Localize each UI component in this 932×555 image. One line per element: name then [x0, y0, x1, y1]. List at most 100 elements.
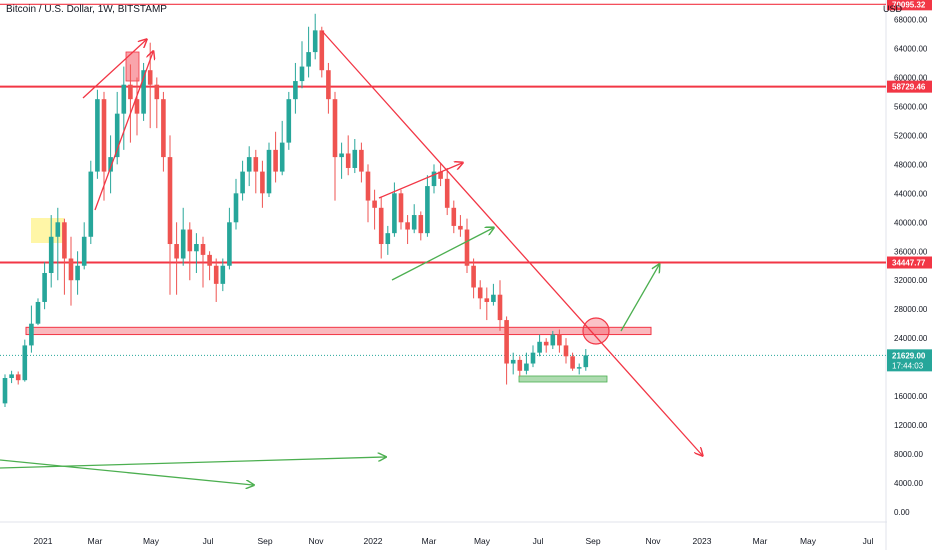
candle-body [484, 298, 490, 302]
price-tag-upper-line: 58729.46 [887, 80, 932, 93]
candle [444, 167, 450, 216]
candle-body [240, 171, 245, 194]
candle [121, 66, 127, 150]
descending-trendline [321, 30, 702, 455]
candle-body [213, 265, 219, 284]
candle [570, 352, 575, 371]
current-price-text: 21629.00 [892, 351, 926, 360]
candle-body [227, 222, 232, 266]
x-tick-label: Mar [753, 536, 768, 546]
candle-body [451, 207, 457, 226]
candle-body [42, 272, 47, 302]
x-tick-label: Jul [533, 536, 544, 546]
candle [504, 316, 509, 385]
x-tick-label: Jul [203, 536, 214, 546]
y-tick-label: 32000.00 [894, 276, 928, 285]
candle [293, 62, 298, 114]
candle [2, 374, 8, 407]
candle [405, 215, 410, 245]
candle-body [563, 345, 569, 357]
candle-body [359, 149, 364, 172]
candle [114, 91, 120, 165]
candle-body [398, 193, 404, 223]
candle [253, 149, 259, 194]
y-tick-label: 52000.00 [894, 131, 928, 140]
trend-arrow-red [378, 163, 462, 199]
candle-body [194, 244, 199, 252]
candle [583, 349, 589, 371]
candle [161, 91, 166, 172]
candle-body [101, 99, 107, 172]
y-tick-label: 60000.00 [894, 73, 928, 82]
candle [451, 200, 457, 234]
candle [332, 91, 338, 201]
candle [431, 164, 437, 194]
candle-body [345, 153, 351, 168]
candle-body [260, 171, 265, 194]
candle-body [365, 171, 371, 201]
candle-body [200, 244, 206, 255]
candle-body [121, 84, 127, 114]
trend-arrow-red [82, 40, 146, 99]
candle-body [431, 171, 437, 187]
candle [491, 283, 496, 306]
candle [279, 120, 285, 176]
price-tag-middle-line: 34447.77 [887, 256, 932, 269]
candle-body [425, 186, 430, 234]
candle [398, 189, 404, 230]
candle [233, 178, 239, 230]
candle [352, 139, 358, 174]
candle [95, 89, 100, 179]
candle [220, 258, 226, 292]
y-tick-label: 44000.00 [894, 189, 928, 198]
candle-body [22, 345, 28, 381]
current-price-tag-bg [887, 349, 932, 372]
candle-body [326, 70, 331, 100]
candle-body [385, 233, 391, 245]
y-tick-label: 68000.00 [894, 16, 928, 25]
candle-body [114, 113, 120, 158]
x-tick-label: May [143, 536, 160, 546]
candle-body [524, 363, 529, 371]
candle [273, 131, 278, 183]
candle-body [108, 157, 113, 172]
candle-body [48, 236, 54, 273]
candle [411, 204, 417, 234]
candle [108, 135, 113, 194]
x-tick-label: 2023 [693, 536, 712, 546]
candle [68, 236, 74, 306]
price-tag-top-line-bg [887, 0, 932, 11]
candle [484, 287, 490, 321]
candle [563, 338, 569, 364]
candle-body [517, 359, 523, 371]
candle [385, 225, 391, 255]
candle [306, 26, 311, 78]
x-tick-label: Nov [645, 536, 661, 546]
candle [101, 91, 107, 201]
candle-body [378, 207, 384, 245]
candle [438, 162, 443, 187]
candle [557, 329, 562, 353]
candle [510, 352, 516, 375]
candle-body [128, 84, 133, 100]
trend-arrow-green [0, 459, 253, 485]
candle [240, 160, 245, 201]
candle-body [418, 215, 424, 234]
candle-body [2, 378, 8, 404]
price-tag-top-line: 70095.32 [887, 0, 932, 11]
candle [88, 160, 94, 245]
candle-body [29, 323, 34, 346]
candle-body [68, 258, 74, 281]
candle [180, 207, 186, 266]
chart-title: Bitcoin / U.S. Dollar, 1W, BITSTAMP [6, 4, 167, 15]
candle-body [438, 171, 443, 179]
candle [35, 298, 41, 326]
candle-body [332, 99, 338, 158]
candle-body [187, 229, 193, 252]
x-tick-label: Nov [308, 536, 324, 546]
candle-body [55, 222, 61, 237]
candle-body [207, 254, 212, 266]
candle [372, 189, 377, 230]
